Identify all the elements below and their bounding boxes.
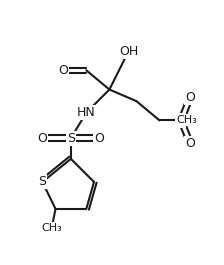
Text: S: S <box>177 114 185 127</box>
Text: S: S <box>39 175 46 188</box>
Text: O: O <box>185 137 195 150</box>
Text: OH: OH <box>119 45 138 58</box>
Text: CH₃: CH₃ <box>176 115 197 125</box>
Text: HN: HN <box>77 106 96 119</box>
Text: CH₃: CH₃ <box>41 223 62 233</box>
Text: O: O <box>95 131 104 145</box>
Text: O: O <box>58 64 68 77</box>
Text: S: S <box>67 131 75 145</box>
Text: O: O <box>185 91 195 104</box>
Text: O: O <box>37 131 47 145</box>
